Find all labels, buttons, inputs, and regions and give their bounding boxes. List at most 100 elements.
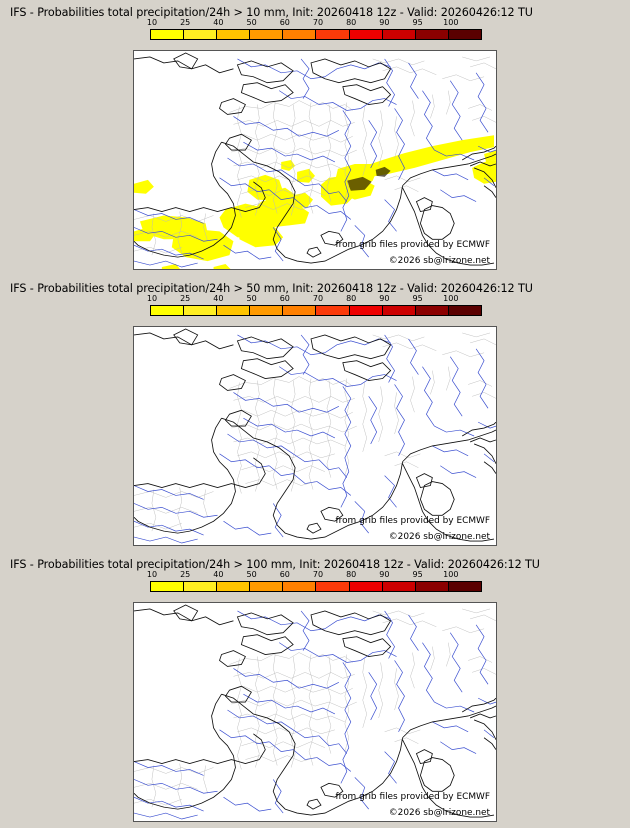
colorbar-segment-25 bbox=[184, 582, 218, 591]
admin-boundaries-layer bbox=[134, 332, 496, 532]
colorbar-tick-label: 50 bbox=[246, 294, 257, 303]
colorbar-tick-label: 10 bbox=[146, 18, 158, 27]
colorbar-segment-25 bbox=[184, 30, 218, 39]
rivers-layer bbox=[134, 334, 496, 544]
colorbar-segment-100 bbox=[448, 582, 481, 591]
colorbar-tick-label: 80 bbox=[346, 570, 357, 579]
colorbar-tick-label: 60 bbox=[279, 570, 290, 579]
colorbar-segment-80 bbox=[349, 30, 383, 39]
colorbar-tick-label: 100 bbox=[443, 294, 459, 303]
map-100mm[interactable]: from grib files provided by ECMWF ©2026 … bbox=[133, 602, 497, 822]
colorbar-segment-100 bbox=[448, 306, 481, 315]
colorbar: 10 25 40 50 60 70 80 90 95 100 bbox=[146, 570, 482, 592]
map-svg: from grib files provided by ECMWF ©2026 … bbox=[134, 52, 496, 269]
colorbar-segment-90 bbox=[382, 306, 416, 315]
attribution-source: from grib files provided by ECMWF bbox=[335, 240, 490, 250]
colorbar-tick-label: 40 bbox=[213, 18, 224, 27]
colorbar-segment-10 bbox=[151, 306, 185, 315]
colorbar-segment-90 bbox=[382, 582, 416, 591]
map-attribution-layer: from grib files provided by ECMWF ©2026 … bbox=[335, 516, 490, 542]
colorbar-tick-label: 100 bbox=[443, 18, 459, 27]
colorbar-segment-25 bbox=[184, 306, 218, 315]
colorbar-tick-label: 10 bbox=[146, 294, 158, 303]
colorbar-tick-label: 25 bbox=[180, 18, 191, 27]
colorbar-tick-label: 40 bbox=[213, 294, 224, 303]
colorbar-tick-label: 95 bbox=[412, 18, 423, 27]
map-attribution-layer: from grib files provided by ECMWF ©2026 … bbox=[335, 792, 490, 818]
attribution-copyright: ©2026 sb@irizone.net bbox=[389, 256, 491, 266]
attribution-source: from grib files provided by ECMWF bbox=[335, 792, 490, 802]
colorbar-segment-60 bbox=[283, 306, 317, 315]
colorbar-segment-70 bbox=[316, 306, 350, 315]
colorbar-ticks: 10 25 40 50 60 70 80 90 95 100 bbox=[146, 294, 482, 305]
colorbar-segment-40 bbox=[217, 30, 251, 39]
colorbar-bar bbox=[150, 305, 482, 316]
colorbar-segment-50 bbox=[250, 582, 284, 591]
colorbar-segment-50 bbox=[250, 306, 284, 315]
colorbar-tick-label: 10 bbox=[146, 570, 158, 579]
colorbar-segment-70 bbox=[316, 30, 350, 39]
colorbar-tick-label: 70 bbox=[312, 18, 324, 27]
colorbar-tick-label: 25 bbox=[180, 570, 191, 579]
colorbar-segment-40 bbox=[217, 306, 251, 315]
colorbar-tick-label: 80 bbox=[346, 18, 357, 27]
colorbar-segment-10 bbox=[151, 582, 185, 591]
colorbar-bar bbox=[150, 581, 482, 592]
colorbar-segment-100 bbox=[448, 30, 481, 39]
rivers-layer bbox=[134, 58, 496, 268]
colorbar-tick-label: 80 bbox=[346, 294, 357, 303]
colorbar: 10 25 40 50 60 70 80 90 95 100 bbox=[146, 18, 482, 40]
colorbar-tick-label: 100 bbox=[443, 570, 459, 579]
colorbar-ticks: 10 25 40 50 60 70 80 90 95 100 bbox=[146, 18, 482, 29]
colorbar-tick-label: 90 bbox=[379, 294, 390, 303]
colorbar-segment-70 bbox=[316, 582, 350, 591]
coastlines-layer bbox=[134, 52, 496, 266]
colorbar-tick-label: 70 bbox=[312, 294, 324, 303]
colorbar-segment-90 bbox=[382, 30, 416, 39]
colorbar-segment-80 bbox=[349, 582, 383, 591]
map-attribution-layer: from grib files provided by ECMWF ©2026 … bbox=[335, 240, 490, 266]
coastlines-layer bbox=[134, 328, 496, 542]
precip-shading-layer bbox=[134, 135, 496, 269]
panel-10mm: IFS - Probabilities total precipitation/… bbox=[0, 0, 630, 276]
colorbar-segment-60 bbox=[283, 30, 317, 39]
panel-100mm: IFS - Probabilities total precipitation/… bbox=[0, 552, 630, 828]
colorbar-tick-label: 60 bbox=[279, 294, 290, 303]
panel-title: IFS - Probabilities total precipitation/… bbox=[10, 282, 533, 295]
admin-boundaries-layer bbox=[134, 608, 496, 808]
colorbar-segment-10 bbox=[151, 30, 185, 39]
colorbar-segment-80 bbox=[349, 306, 383, 315]
colorbar-tick-label: 40 bbox=[213, 570, 224, 579]
colorbar-bar bbox=[150, 29, 482, 40]
colorbar-segment-95 bbox=[415, 582, 449, 591]
colorbar-tick-label: 90 bbox=[379, 18, 390, 27]
colorbar-tick-label: 50 bbox=[246, 18, 257, 27]
panel-title: IFS - Probabilities total precipitation/… bbox=[10, 558, 540, 571]
colorbar-segment-50 bbox=[250, 30, 284, 39]
colorbar-tick-label: 95 bbox=[412, 294, 423, 303]
colorbar-tick-label: 60 bbox=[279, 18, 290, 27]
colorbar-segment-95 bbox=[415, 30, 449, 39]
colorbar-segment-60 bbox=[283, 582, 317, 591]
colorbar-tick-label: 70 bbox=[312, 570, 324, 579]
attribution-copyright: ©2026 sb@irizone.net bbox=[389, 808, 491, 818]
colorbar-tick-label: 50 bbox=[246, 570, 257, 579]
colorbar-tick-label: 95 bbox=[412, 570, 423, 579]
attribution-copyright: ©2026 sb@irizone.net bbox=[389, 532, 491, 542]
colorbar-segment-95 bbox=[415, 306, 449, 315]
map-50mm[interactable]: from grib files provided by ECMWF ©2026 … bbox=[133, 326, 497, 546]
attribution-source: from grib files provided by ECMWF bbox=[335, 516, 490, 526]
map-svg: from grib files provided by ECMWF ©2026 … bbox=[134, 604, 496, 820]
map-10mm[interactable]: from grib files provided by ECMWF ©2026 … bbox=[133, 50, 497, 270]
panel-50mm: IFS - Probabilities total precipitation/… bbox=[0, 276, 630, 552]
colorbar-tick-label: 90 bbox=[379, 570, 390, 579]
rivers-layer bbox=[134, 610, 496, 820]
admin-boundaries-layer bbox=[134, 56, 496, 256]
coastlines-layer bbox=[134, 604, 496, 818]
colorbar-ticks: 10 25 40 50 60 70 80 90 95 100 bbox=[146, 570, 482, 581]
colorbar: 10 25 40 50 60 70 80 90 95 100 bbox=[146, 294, 482, 316]
map-svg: from grib files provided by ECMWF ©2026 … bbox=[134, 328, 496, 544]
panel-title: IFS - Probabilities total precipitation/… bbox=[10, 6, 533, 19]
colorbar-tick-label: 25 bbox=[180, 294, 191, 303]
colorbar-segment-40 bbox=[217, 582, 251, 591]
